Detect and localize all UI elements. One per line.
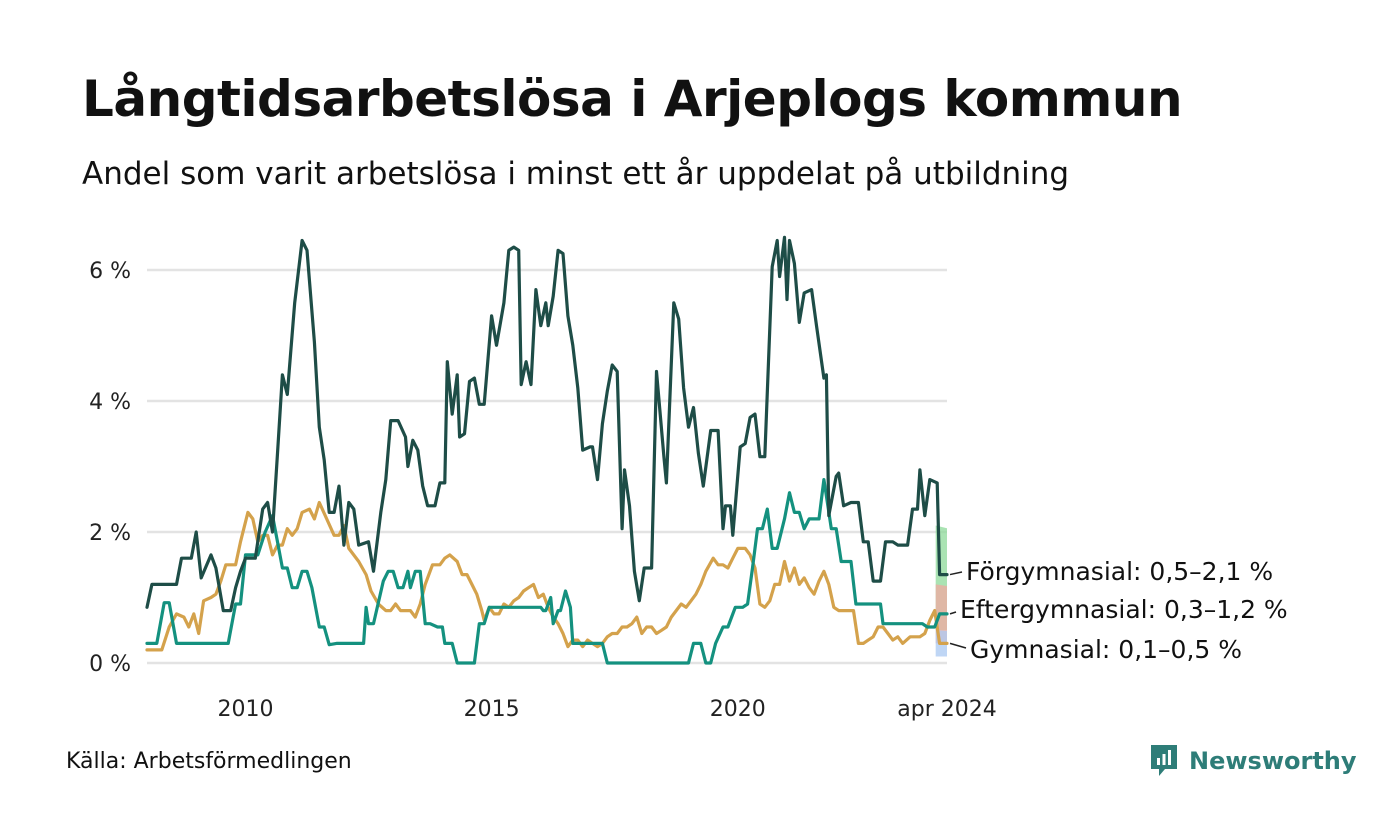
- y-tick-label: 2 %: [89, 521, 131, 546]
- chart-subtitle: Andel som varit arbetslösa i minst ett å…: [82, 156, 1070, 192]
- source-note: Källa: Arbetsförmedlingen: [66, 749, 352, 774]
- series-line-gymnasial: [145, 500, 949, 652]
- x-tick-label: 2020: [710, 697, 766, 722]
- y-axis-labels: 0 % 2 % 4 % 6 %: [89, 259, 131, 677]
- newsworthy-icon: [1151, 745, 1177, 776]
- end-label-eftergymnasial: Eftergymnasial: 0,3–1,2 %: [960, 595, 1288, 624]
- y-tick-label: 0 %: [89, 652, 131, 677]
- end-label-leader: [949, 642, 967, 649]
- gridlines: [147, 268, 947, 665]
- y-tick-label: 6 %: [89, 259, 131, 284]
- brand-name: Newsworthy: [1189, 747, 1357, 775]
- chart-title: Långtidsarbetslösa i Arjeplogs kommun: [82, 70, 1183, 128]
- end-label-gymnasial: Gymnasial: 0,1–0,5 %: [970, 635, 1242, 664]
- end-label-leader: [949, 611, 957, 615]
- end-label-förgymnasial: Förgymnasial: 0,5–2,1 %: [966, 557, 1273, 586]
- y-tick-label: 4 %: [89, 390, 131, 415]
- brand-logo: Newsworthy: [1149, 743, 1357, 779]
- x-tick-label: 2015: [464, 697, 520, 722]
- series-line-eftergymnasial: [145, 478, 949, 665]
- end-labels: Förgymnasial: 0,5–2,1 % Eftergymnasial: 0…: [949, 557, 1288, 664]
- end-label-leader: [949, 571, 963, 576]
- x-tick-label: 2010: [217, 697, 273, 722]
- x-tick-label: apr 2024: [897, 697, 996, 722]
- series-lines: [145, 235, 949, 665]
- series-line-förgymnasial: [145, 235, 949, 613]
- x-axis-labels: 2010 2015 2020 apr 2024: [217, 697, 996, 722]
